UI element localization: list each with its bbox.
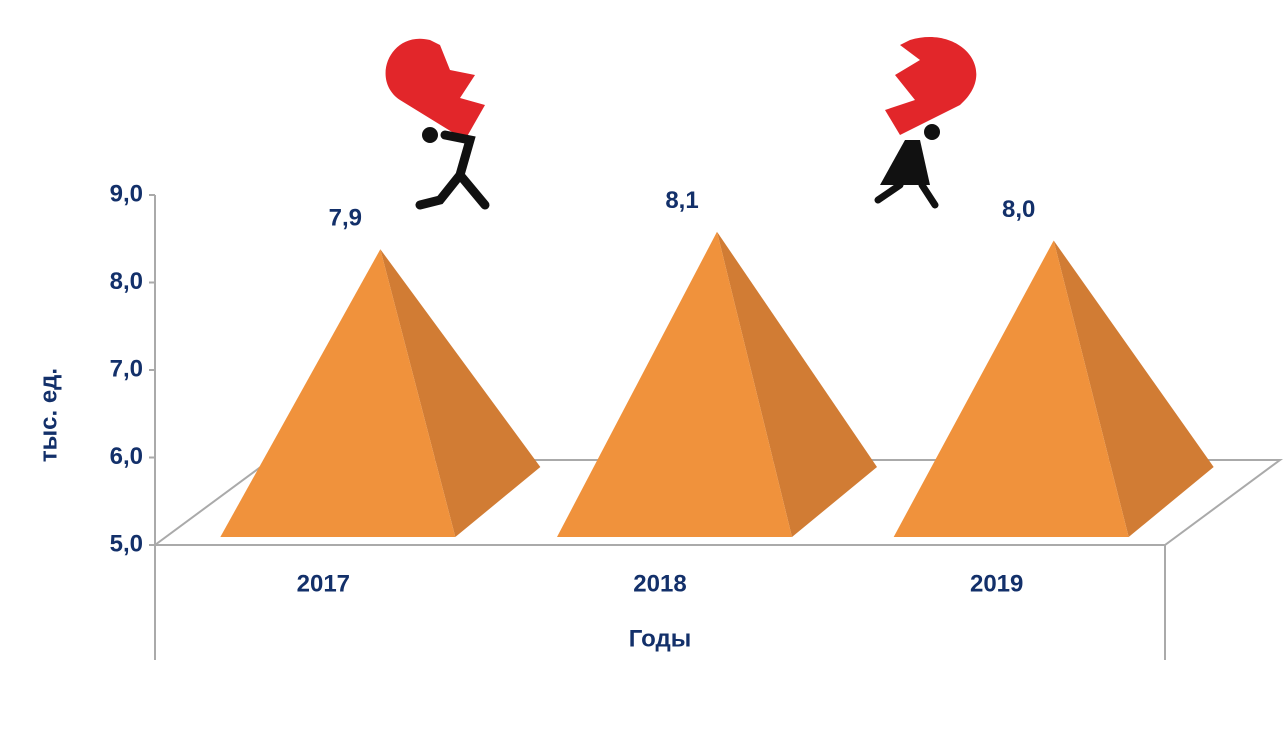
x-tick-label: 2019 — [970, 570, 1023, 597]
x-tick-label: 2017 — [297, 570, 350, 597]
y-tick-label: 8,0 — [110, 268, 143, 295]
y-tick-label: 9,0 — [110, 180, 143, 207]
y-tick-label: 6,0 — [110, 443, 143, 470]
y-tick-label: 5,0 — [110, 530, 143, 557]
x-axis-title: Годы — [629, 625, 691, 652]
y-axis-title: тыс. ед. — [35, 368, 62, 462]
y-tick-label: 7,0 — [110, 355, 143, 382]
x-tick-label: 2018 — [633, 570, 686, 597]
chart: тыс. ед. Годы 5,0 6,0 7,0 8,0 9,0 2017 7,9 2018… — [0, 0, 1287, 751]
value-label: 8,0 — [1002, 196, 1035, 223]
value-label: 7,9 — [329, 205, 362, 232]
value-label: 8,1 — [665, 187, 698, 214]
page: {"chart_data": {"type": "pyramid", "cate… — [0, 0, 1287, 751]
decoration — [386, 37, 977, 205]
